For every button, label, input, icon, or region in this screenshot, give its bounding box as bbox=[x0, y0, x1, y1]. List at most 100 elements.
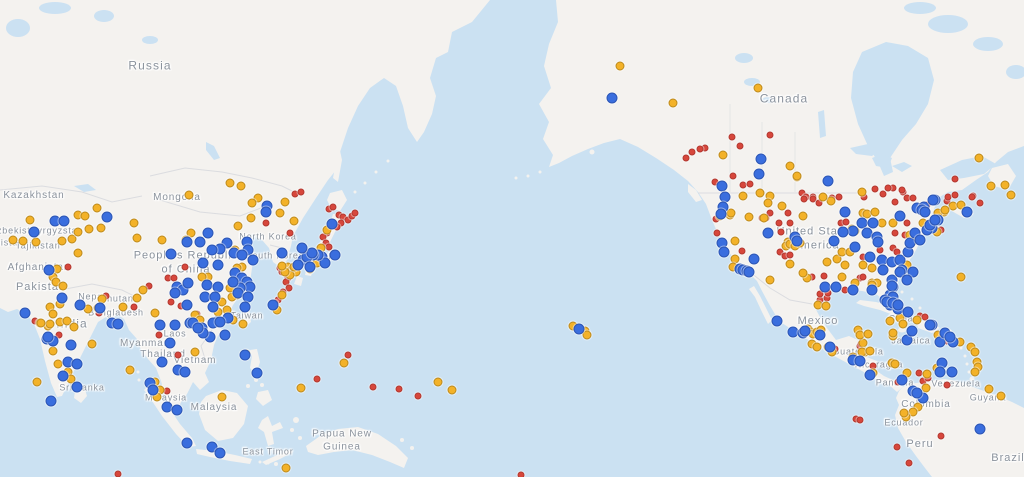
marker-yellow[interactable] bbox=[986, 181, 996, 191]
marker-blue[interactable] bbox=[799, 325, 811, 337]
marker-yellow[interactable] bbox=[125, 365, 135, 375]
marker-blue[interactable] bbox=[201, 279, 213, 291]
marker-blue[interactable] bbox=[924, 319, 936, 331]
marker-blue[interactable] bbox=[326, 218, 338, 230]
marker-yellow[interactable] bbox=[726, 208, 736, 218]
marker-blue[interactable] bbox=[716, 180, 728, 192]
marker-yellow[interactable] bbox=[885, 316, 895, 326]
marker-yellow[interactable] bbox=[62, 316, 72, 326]
marker-yellow[interactable] bbox=[18, 236, 28, 246]
marker-yellow[interactable] bbox=[289, 216, 299, 226]
marker-blue[interactable] bbox=[19, 307, 31, 319]
marker-blue[interactable] bbox=[239, 349, 251, 361]
marker-yellow[interactable] bbox=[280, 197, 290, 207]
marker-yellow[interactable] bbox=[118, 302, 128, 312]
marker-red[interactable] bbox=[313, 375, 321, 383]
marker-blue[interactable] bbox=[169, 287, 181, 299]
marker-blue[interactable] bbox=[934, 366, 946, 378]
marker-blue[interactable] bbox=[755, 153, 767, 165]
marker-yellow[interactable] bbox=[45, 319, 55, 329]
marker-blue[interactable] bbox=[207, 301, 219, 313]
marker-red[interactable] bbox=[909, 194, 917, 202]
marker-red[interactable] bbox=[876, 246, 884, 254]
marker-red[interactable] bbox=[736, 142, 744, 150]
marker-yellow[interactable] bbox=[668, 98, 678, 108]
marker-blue[interactable] bbox=[771, 315, 783, 327]
marker-blue[interactable] bbox=[927, 194, 939, 206]
marker-yellow[interactable] bbox=[730, 236, 740, 246]
marker-yellow[interactable] bbox=[738, 191, 748, 201]
marker-blue[interactable] bbox=[824, 341, 836, 353]
marker-red[interactable] bbox=[871, 185, 879, 193]
marker-yellow[interactable] bbox=[80, 211, 90, 221]
marker-red[interactable] bbox=[729, 172, 737, 180]
marker-blue[interactable] bbox=[42, 331, 54, 343]
marker-red[interactable] bbox=[951, 175, 959, 183]
marker-blue[interactable] bbox=[214, 316, 226, 328]
marker-yellow[interactable] bbox=[877, 218, 887, 228]
marker-blue[interactable] bbox=[866, 284, 878, 296]
marker-blue[interactable] bbox=[251, 367, 263, 379]
marker-red[interactable] bbox=[943, 381, 951, 389]
marker-yellow[interactable] bbox=[296, 383, 306, 393]
marker-blue[interactable] bbox=[239, 301, 251, 313]
marker-yellow[interactable] bbox=[217, 392, 227, 402]
marker-red[interactable] bbox=[903, 219, 911, 227]
marker-red[interactable] bbox=[517, 471, 525, 477]
marker-red[interactable] bbox=[285, 284, 293, 292]
marker-red[interactable] bbox=[944, 193, 952, 201]
marker-yellow[interactable] bbox=[87, 339, 97, 349]
marker-blue[interactable] bbox=[165, 248, 177, 260]
marker-red[interactable] bbox=[170, 274, 178, 282]
marker-yellow[interactable] bbox=[67, 234, 77, 244]
marker-yellow[interactable] bbox=[792, 171, 802, 181]
marker-yellow[interactable] bbox=[31, 237, 41, 247]
marker-yellow[interactable] bbox=[32, 377, 42, 387]
marker-yellow[interactable] bbox=[970, 347, 980, 357]
marker-blue[interactable] bbox=[886, 280, 898, 292]
marker-red[interactable] bbox=[344, 351, 352, 359]
marker-yellow[interactable] bbox=[275, 208, 285, 218]
marker-blue[interactable] bbox=[147, 384, 159, 396]
marker-blue[interactable] bbox=[849, 241, 861, 253]
marker-blue[interactable] bbox=[56, 292, 68, 304]
marker-yellow[interactable] bbox=[798, 268, 808, 278]
marker-red[interactable] bbox=[329, 203, 337, 211]
marker-red[interactable] bbox=[262, 219, 270, 227]
marker-red[interactable] bbox=[842, 218, 850, 226]
marker-blue[interactable] bbox=[212, 259, 224, 271]
marker-blue[interactable] bbox=[877, 264, 889, 276]
marker-blue[interactable] bbox=[192, 322, 204, 334]
marker-blue[interactable] bbox=[179, 366, 191, 378]
marker-yellow[interactable] bbox=[870, 207, 880, 217]
marker-yellow[interactable] bbox=[277, 290, 287, 300]
marker-blue[interactable] bbox=[914, 234, 926, 246]
marker-yellow[interactable] bbox=[83, 304, 93, 314]
marker-blue[interactable] bbox=[911, 387, 923, 399]
marker-yellow[interactable] bbox=[763, 198, 773, 208]
marker-red[interactable] bbox=[155, 331, 163, 339]
marker-red[interactable] bbox=[337, 219, 345, 227]
marker-blue[interactable] bbox=[814, 329, 826, 341]
marker-blue[interactable] bbox=[164, 337, 176, 349]
marker-blue[interactable] bbox=[214, 447, 226, 459]
marker-red[interactable] bbox=[395, 385, 403, 393]
marker-yellow[interactable] bbox=[908, 407, 918, 417]
marker-yellow[interactable] bbox=[1000, 180, 1010, 190]
marker-yellow[interactable] bbox=[96, 223, 106, 233]
marker-red[interactable] bbox=[889, 244, 897, 252]
marker-yellow[interactable] bbox=[785, 259, 795, 269]
marker-blue[interactable] bbox=[854, 355, 866, 367]
marker-blue[interactable] bbox=[247, 254, 259, 266]
marker-blue[interactable] bbox=[227, 276, 239, 288]
marker-red[interactable] bbox=[64, 263, 72, 271]
marker-blue[interactable] bbox=[856, 217, 868, 229]
marker-yellow[interactable] bbox=[190, 347, 200, 357]
marker-blue[interactable] bbox=[276, 247, 288, 259]
marker-blue[interactable] bbox=[45, 395, 57, 407]
marker-blue[interactable] bbox=[197, 257, 209, 269]
marker-blue[interactable] bbox=[819, 281, 831, 293]
marker-yellow[interactable] bbox=[888, 218, 898, 228]
marker-yellow[interactable] bbox=[48, 309, 58, 319]
